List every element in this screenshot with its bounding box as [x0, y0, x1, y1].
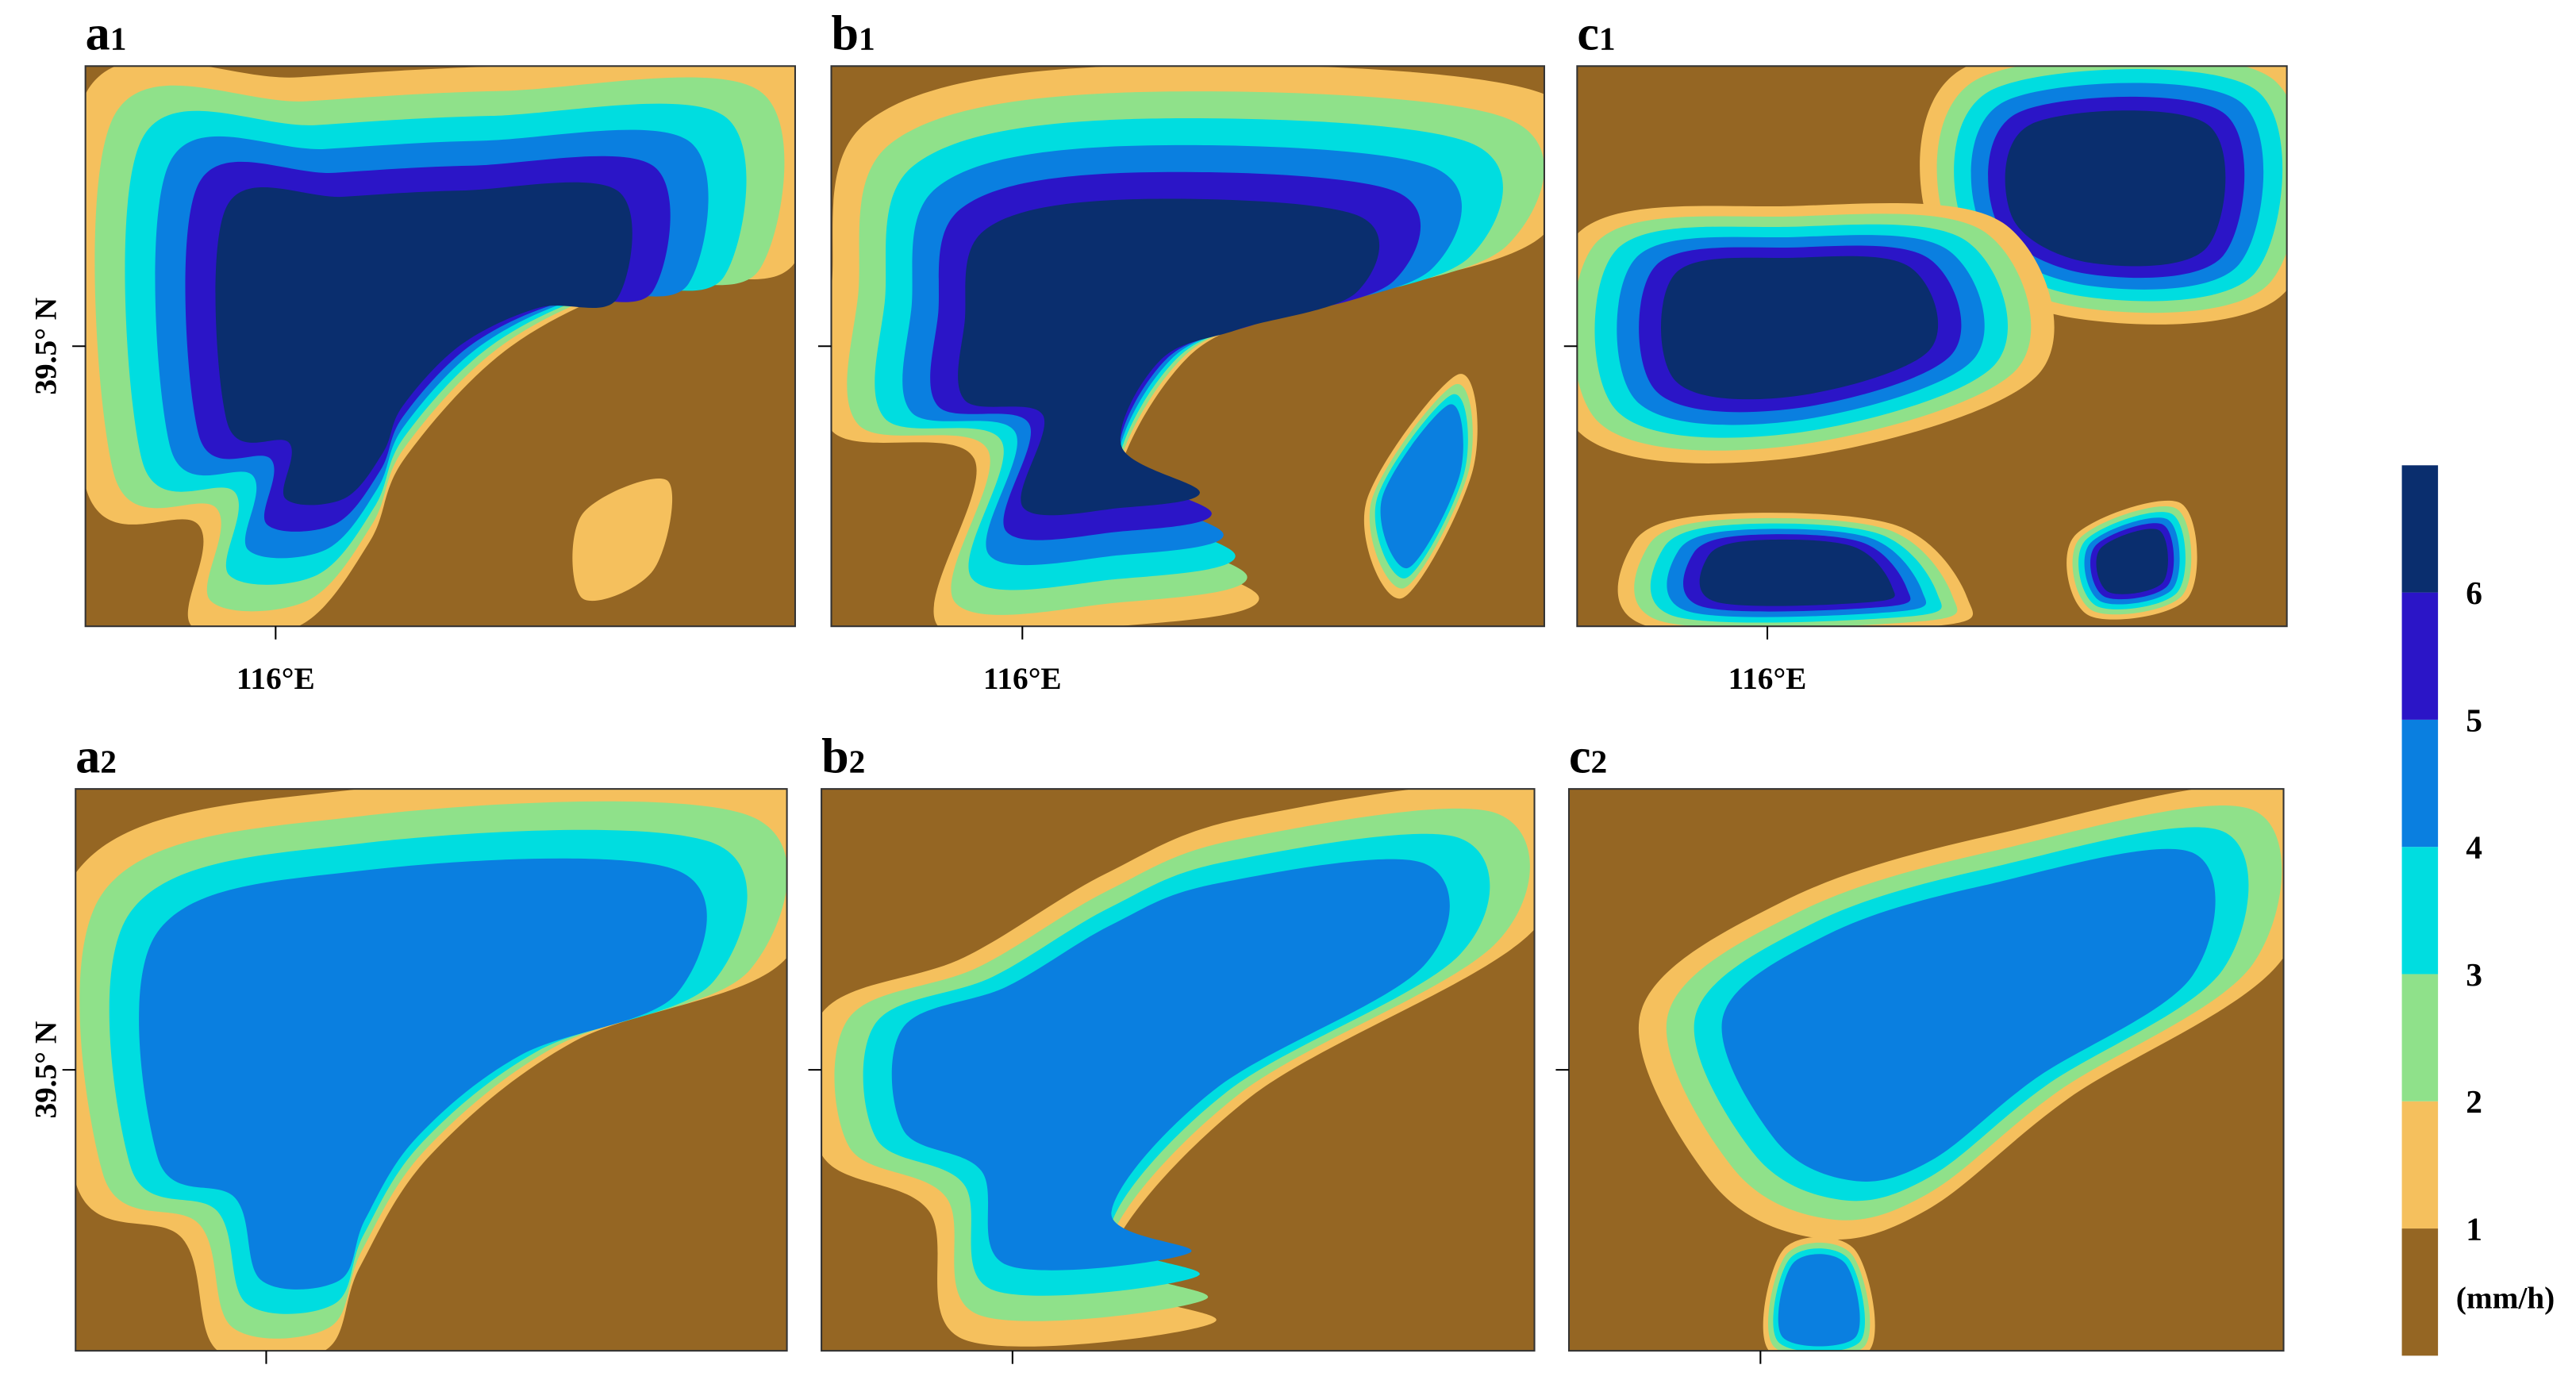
- x-axis-label: 116°E: [236, 661, 315, 696]
- panel: [1568, 789, 2284, 1351]
- contour-region: [1699, 539, 1895, 606]
- panel-letter: a: [86, 7, 110, 61]
- colorbar-swatch: [2401, 465, 2439, 593]
- x-axis-label: 116°E: [983, 661, 1062, 696]
- panel-label: a2: [75, 729, 117, 783]
- panel-letter: c: [1569, 729, 1591, 783]
- contour-region: [958, 198, 1380, 516]
- colorbar-swatch: [2401, 1101, 2439, 1229]
- panel: [831, 66, 1544, 627]
- y-axis-label: 39.5° N: [28, 1021, 63, 1119]
- panel-index: 1: [1599, 21, 1616, 57]
- panel-letter: a: [75, 729, 100, 783]
- x-axis-label: 116°E: [1728, 661, 1807, 696]
- panel-label: a1: [86, 7, 127, 61]
- contour-region: [1778, 1254, 1860, 1347]
- colorbar-tick-label: 3: [2466, 956, 2482, 993]
- panel-label: c2: [1569, 729, 1607, 783]
- colorbar-swatch: [2401, 974, 2439, 1101]
- panel-letter: b: [831, 7, 859, 61]
- contour-region: [1660, 256, 1939, 400]
- panel-index: 1: [110, 21, 127, 57]
- colorbar-tick-label: 4: [2466, 829, 2482, 866]
- contour-region: [139, 858, 707, 1290]
- panel-index: 1: [859, 21, 875, 57]
- panel-index: 2: [1591, 743, 1608, 779]
- colorbar-swatch: [2401, 847, 2439, 975]
- colorbar-tick-label: 1: [2466, 1211, 2482, 1248]
- contour-region: [572, 478, 673, 602]
- panel-label: c1: [1577, 7, 1615, 61]
- colorbar-swatch: [2401, 592, 2439, 720]
- panel-index: 2: [849, 743, 866, 779]
- panel: [1577, 66, 2287, 627]
- panel-label: b2: [821, 729, 865, 783]
- colorbar-tick-label: 5: [2466, 702, 2482, 738]
- colorbar-tick-label: 2: [2466, 1083, 2482, 1120]
- contour-region: [891, 859, 1450, 1271]
- contour-region: [2005, 110, 2226, 267]
- colorbar-swatch: [2401, 1228, 2439, 1356]
- colorbar-tick-label: 6: [2466, 575, 2482, 611]
- panel-index: 2: [100, 743, 117, 779]
- colorbar-swatch: [2401, 719, 2439, 848]
- panel: [85, 66, 795, 627]
- contour-region: [1380, 404, 1463, 569]
- contour-region: [1721, 848, 2216, 1182]
- contour-region: [2096, 529, 2168, 594]
- panel-label: b1: [831, 7, 875, 61]
- colorbar-unit: (mm/h): [2456, 1280, 2555, 1315]
- panel: [821, 789, 1535, 1351]
- panel-letter: b: [821, 729, 849, 783]
- contour-region: [215, 182, 632, 506]
- panel-letter: c: [1577, 7, 1599, 61]
- y-axis-label: 39.5° N: [28, 298, 63, 395]
- panel: [75, 789, 787, 1351]
